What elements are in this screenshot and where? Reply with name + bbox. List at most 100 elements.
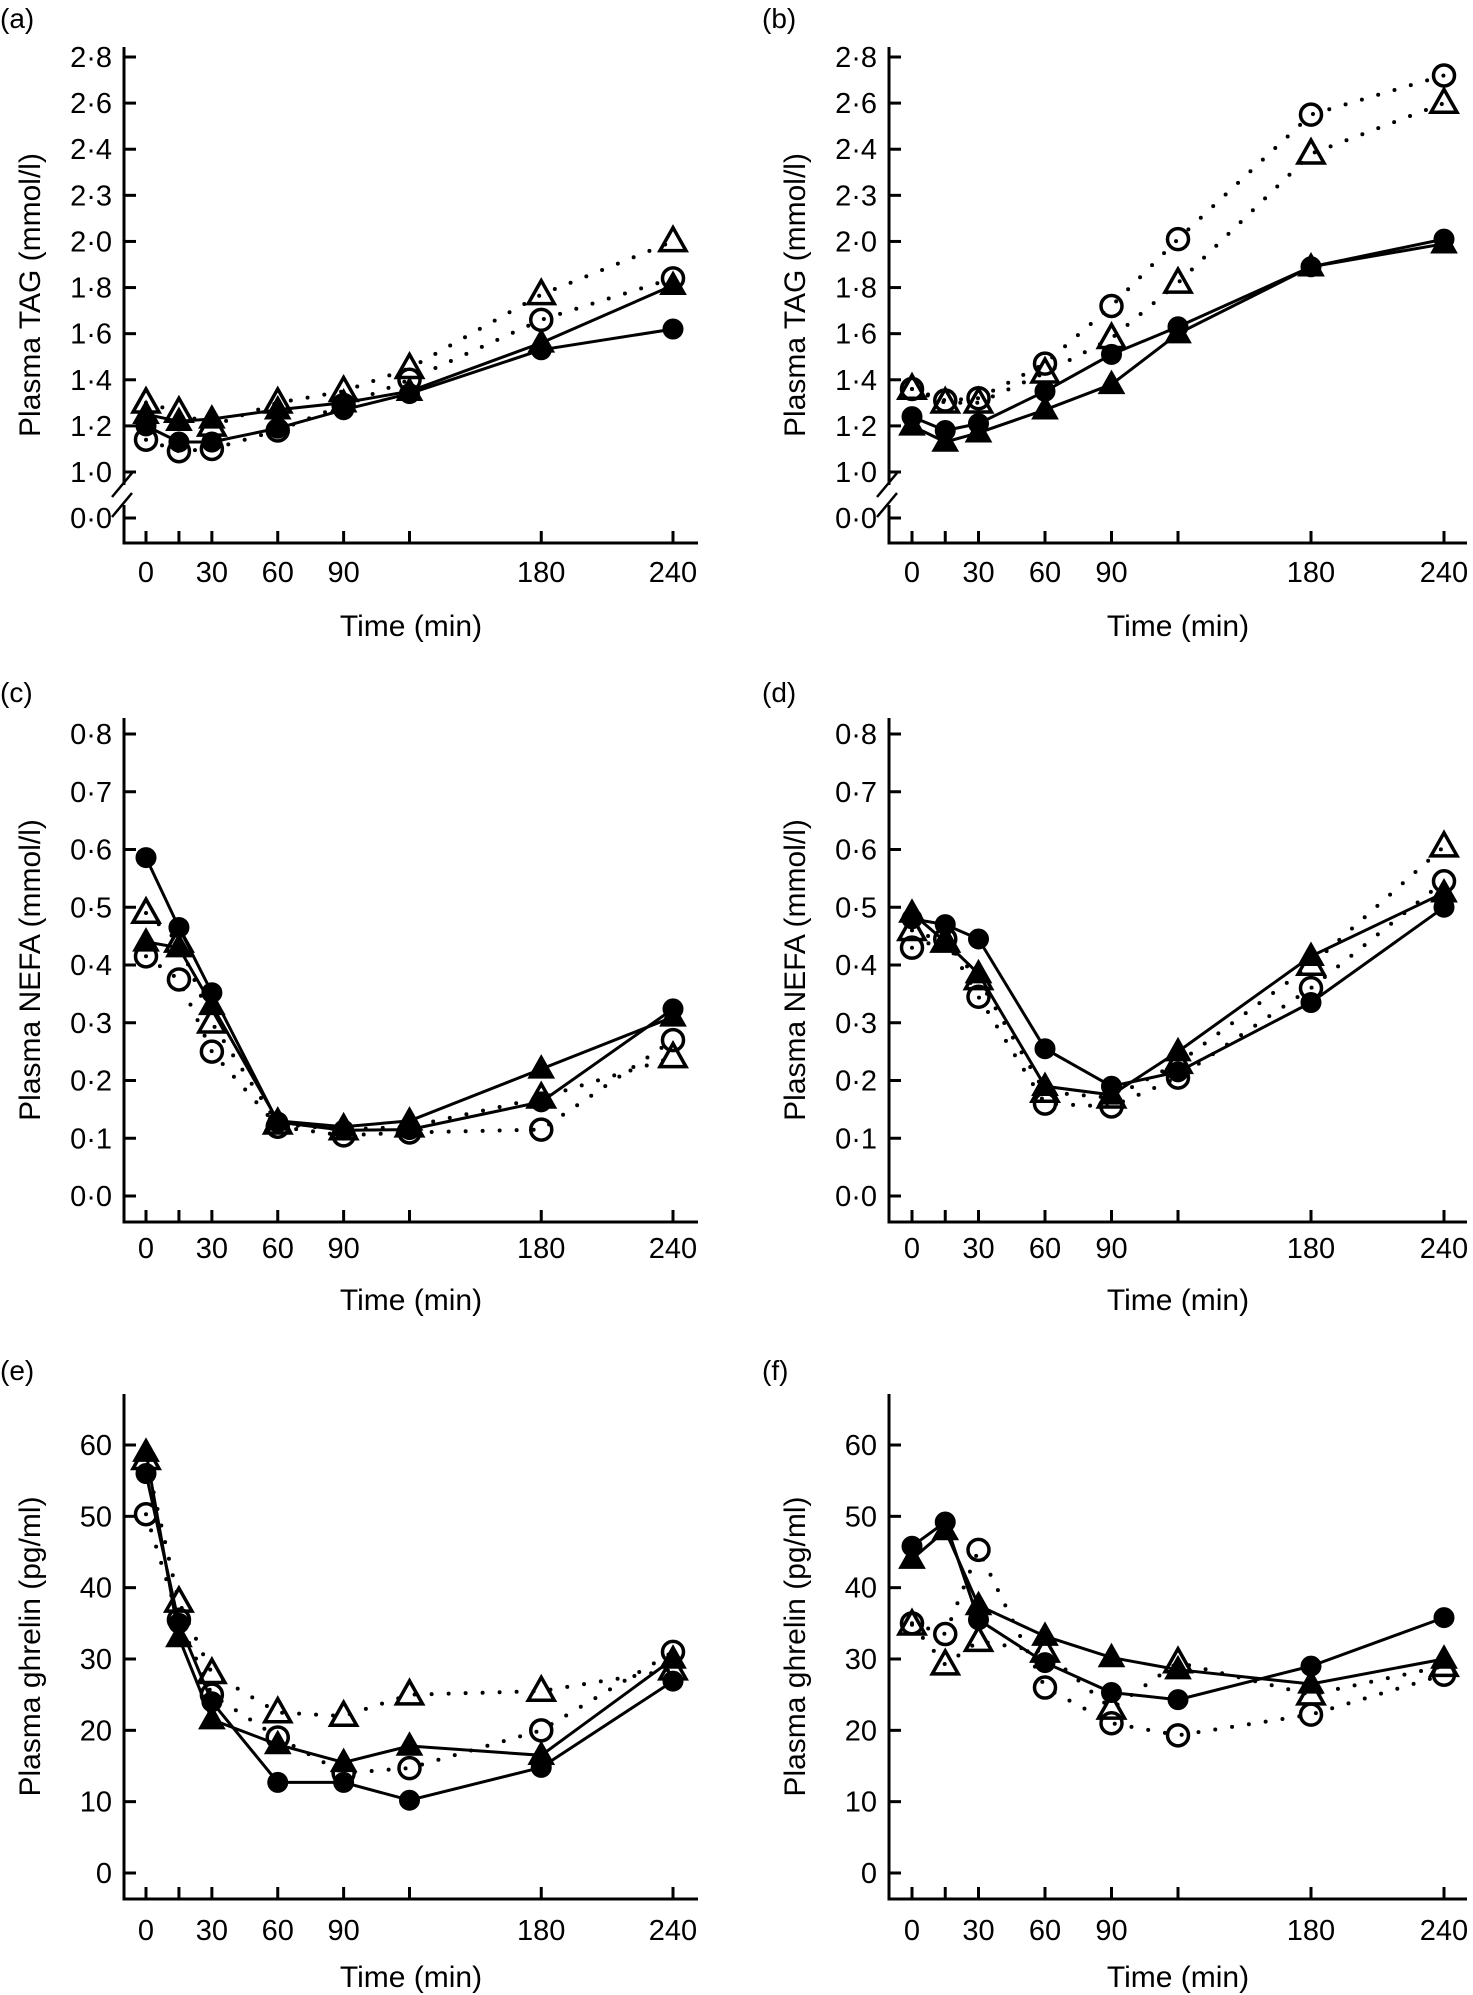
data-point-open-circle bbox=[899, 935, 925, 960]
y-tick-label: 0 bbox=[96, 1858, 112, 1890]
x-tick-label: 30 bbox=[962, 1233, 994, 1265]
data-point-open-circle bbox=[1032, 1675, 1058, 1700]
x-tick-label: 240 bbox=[1420, 1915, 1468, 1947]
data-point-open-triangle bbox=[393, 1677, 426, 1706]
y-tick-label: 0·8 bbox=[835, 719, 877, 751]
y-tick-label: 0·4 bbox=[70, 950, 112, 982]
data-point-filled-triangle bbox=[1430, 228, 1458, 254]
data-point-filled-triangle bbox=[964, 1590, 993, 1616]
y-tick-label: 2·0 bbox=[835, 226, 877, 258]
data-point-filled-triangle bbox=[132, 927, 160, 952]
x-tick-label: 240 bbox=[649, 1233, 697, 1265]
data-point-filled-triangle bbox=[964, 958, 993, 984]
data-point-filled-circle bbox=[333, 1771, 355, 1793]
x-tick-label: 30 bbox=[962, 1915, 994, 1947]
panel-label: (d) bbox=[762, 677, 796, 708]
x-tick-label: 60 bbox=[1029, 1233, 1061, 1265]
x-axis-title: Time (min) bbox=[340, 1284, 482, 1317]
x-tick-label: 60 bbox=[262, 1915, 294, 1947]
data-point-open-circle bbox=[529, 1117, 554, 1142]
y-axis-title: Plasma ghrelin (pg/ml) bbox=[779, 1496, 812, 1796]
x-tick-label: 30 bbox=[196, 1915, 228, 1947]
data-point-open-triangle bbox=[929, 1647, 962, 1676]
data-point-open-circle bbox=[966, 984, 991, 1010]
series-line-filled-triangle bbox=[911, 1528, 1445, 1686]
y-tick-label: 0·5 bbox=[70, 892, 112, 924]
data-point-open-circle bbox=[966, 1537, 991, 1563]
x-tick-label: 240 bbox=[649, 557, 697, 589]
data-point-filled-circle bbox=[267, 1771, 289, 1793]
data-point-filled-circle bbox=[1300, 992, 1322, 1014]
data-point-open-triangle bbox=[896, 1607, 928, 1636]
x-tick-label: 180 bbox=[1287, 1915, 1335, 1947]
y-tick-label: 0·3 bbox=[835, 1008, 877, 1040]
x-axis-title: Time (min) bbox=[1107, 610, 1249, 643]
y-tick-label: 10 bbox=[845, 1787, 877, 1819]
x-tick-label: 240 bbox=[1420, 1233, 1468, 1265]
y-axis-title: Plasma TAG (mmol/l) bbox=[14, 153, 47, 437]
data-point-filled-triangle bbox=[1164, 1036, 1192, 1062]
panel-label: (b) bbox=[762, 3, 796, 34]
data-point-filled-circle bbox=[1167, 1061, 1189, 1083]
axis-break-mark bbox=[111, 492, 133, 518]
data-point-filled-circle bbox=[267, 417, 289, 439]
series-line-filled-circle bbox=[144, 856, 674, 1132]
x-tick-label: 90 bbox=[1095, 557, 1127, 589]
series-line-open-circle bbox=[910, 73, 1446, 403]
y-tick-label: 30 bbox=[845, 1644, 877, 1676]
x-axis-title: Time (min) bbox=[340, 1961, 482, 1994]
data-point-filled-circle bbox=[1034, 1652, 1056, 1674]
x-tick-label: 60 bbox=[262, 557, 294, 589]
panel-c: (c) 0·0 0·1 0·2 0·3 0·4 0·5 0·6 0·7 0·8 0 30 60 90 180… bbox=[0, 677, 698, 1317]
data-point-open-triangle bbox=[896, 912, 928, 942]
x-tick-label: 0 bbox=[138, 1915, 154, 1947]
data-point-open-triangle bbox=[525, 1673, 558, 1703]
y-tick-label: 0·1 bbox=[70, 1123, 112, 1155]
x-tick-label: 180 bbox=[517, 557, 565, 589]
panel-f: (f) 0 10 20 30 40 50 60 0 30 60 90 180 240 Time (min) P… bbox=[762, 1355, 1468, 1994]
x-tick-label: 90 bbox=[327, 1233, 359, 1265]
data-point-open-circle bbox=[199, 1039, 225, 1064]
y-tick-label: 50 bbox=[80, 1501, 112, 1533]
y-tick-label: 0 bbox=[861, 1858, 877, 1890]
data-point-open-circle bbox=[1298, 102, 1324, 127]
data-point-filled-triangle bbox=[931, 1515, 960, 1541]
data-point-filled-triangle bbox=[1164, 318, 1192, 344]
series-line-open-circle bbox=[144, 1512, 675, 1776]
y-axis-title: Plasma NEFA (mmol/l) bbox=[779, 819, 812, 1121]
data-point-filled-triangle bbox=[263, 1729, 292, 1755]
x-tick-label: 60 bbox=[1029, 1915, 1061, 1947]
x-tick-label: 90 bbox=[327, 1915, 359, 1947]
data-point-open-triangle bbox=[1095, 1691, 1128, 1720]
data-point-open-triangle bbox=[393, 350, 426, 380]
data-point-filled-circle bbox=[399, 1789, 420, 1811]
axis-break-mark bbox=[876, 472, 898, 498]
y-tick-label: 1·0 bbox=[70, 457, 112, 489]
data-point-filled-triangle bbox=[329, 1747, 358, 1773]
panel-d: (d) 0·0 0·1 0·2 0·3 0·4 0·5 0·6 0·7 0·8 0 30 60 90 180… bbox=[762, 677, 1468, 1317]
x-tick-label: 180 bbox=[1287, 1233, 1335, 1265]
x-tick-label: 0 bbox=[138, 1233, 154, 1265]
data-point-open-triangle bbox=[1428, 85, 1460, 115]
data-point-filled-circle bbox=[968, 928, 989, 950]
series-line-open-triangle bbox=[910, 1622, 1446, 1712]
y-tick-label: 0·0 bbox=[835, 1181, 877, 1213]
x-tick-label: 60 bbox=[262, 1233, 294, 1265]
panel-a: (a) 0·0 1·0 1·2 1·4 1·6 1·8 2·0 2·3 2·4 2·6 2·8 0 30 6… bbox=[0, 3, 698, 643]
data-point-filled-triangle bbox=[1297, 1669, 1325, 1694]
x-tick-label: 30 bbox=[962, 557, 994, 589]
data-point-filled-triangle bbox=[198, 1704, 226, 1730]
y-tick-label: 2·0 bbox=[70, 226, 112, 258]
data-point-filled-triangle bbox=[1430, 1644, 1458, 1669]
data-point-filled-triangle bbox=[964, 417, 993, 443]
data-point-open-triangle bbox=[1428, 829, 1460, 858]
data-point-open-circle bbox=[166, 967, 192, 992]
data-point-open-circle bbox=[529, 1718, 554, 1743]
data-point-filled-circle bbox=[1101, 343, 1122, 365]
y-tick-label: 1·6 bbox=[835, 319, 877, 351]
series-line-filled-triangle bbox=[144, 1451, 674, 1764]
x-axis-title: Time (min) bbox=[1107, 1961, 1249, 1994]
data-point-filled-circle bbox=[1433, 1607, 1455, 1629]
panel-e: (e) 0 10 20 30 40 50 60 0 30 60 90 180 240 Time (min) P… bbox=[0, 1355, 698, 1994]
y-tick-label: 0·8 bbox=[70, 719, 112, 751]
